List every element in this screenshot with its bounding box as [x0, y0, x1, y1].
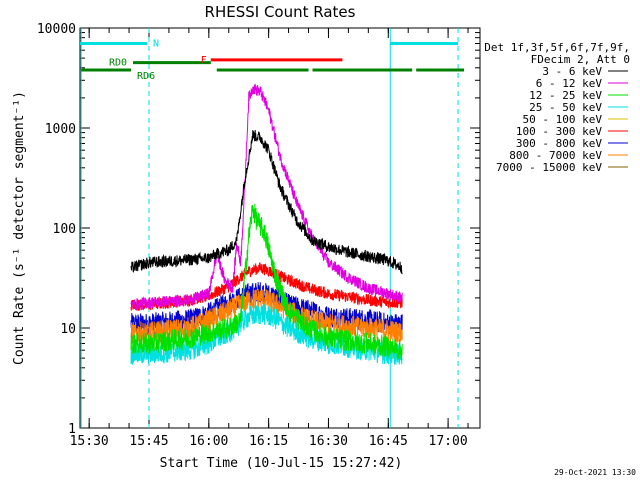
chart-title: RHESSI Count Rates [205, 3, 356, 21]
x-tick-label: 15:30 [70, 434, 109, 449]
legend-header-1: Det 1f,3f,5f,6f,7f,9f, [484, 41, 630, 54]
y-axis-label: Count Rate (s⁻¹ detector segment⁻¹) [12, 91, 27, 365]
x-tick-label: 15:45 [129, 434, 168, 449]
y-tick-label: 1000 [45, 122, 76, 137]
x-axis-label: Start Time (10-Jul-15 15:27:42) [160, 456, 403, 471]
legend-label: 50 - 100 keV [523, 113, 603, 126]
legend-label: 300 - 800 keV [516, 137, 602, 150]
y-tick-label: 100 [53, 222, 76, 237]
series-line-5 [130, 262, 403, 311]
series-line-7 [130, 288, 403, 344]
y-tick-label: 10000 [37, 22, 76, 37]
legend-header-2: FDecim 2, Att 0 [531, 53, 630, 66]
x-tick-label: 16:30 [309, 434, 348, 449]
series-line-1 [130, 83, 403, 311]
x-tick-label: 16:15 [249, 434, 288, 449]
plot-area: 1 10 100 1000 10000 15:30 15:45 16:00 16:15 16:30… [37, 22, 481, 449]
x-tick-label: 16:45 [369, 434, 408, 449]
legend-label: 6 - 12 keV [536, 77, 603, 90]
plot-frame [79, 27, 481, 429]
series-line-2 [130, 203, 403, 361]
series-line-0 [130, 129, 403, 275]
flag-label-rd0: RD0 [109, 58, 127, 69]
y-tick-label: 10 [60, 322, 76, 337]
x-tick-label: 16:00 [189, 434, 228, 449]
flag-label-f: F [201, 55, 207, 66]
flag-label-rd6: RD6 [137, 71, 155, 82]
x-tick-label: 17:00 [429, 434, 468, 449]
legend-label: 100 - 300 keV [516, 125, 602, 138]
flag-label-n: N [153, 38, 159, 49]
footer-date: 29-Oct-2021 13:30 [554, 468, 636, 477]
legend-label: 7000 - 15000 keV [496, 161, 602, 174]
legend-label: 12 - 25 keV [529, 89, 602, 102]
legend-label: 3 - 6 keV [542, 65, 602, 78]
legend-label: 25 - 50 keV [529, 101, 602, 114]
y-tick-label: 1 [68, 422, 76, 437]
legend-label: 800 - 7000 keV [509, 149, 602, 162]
